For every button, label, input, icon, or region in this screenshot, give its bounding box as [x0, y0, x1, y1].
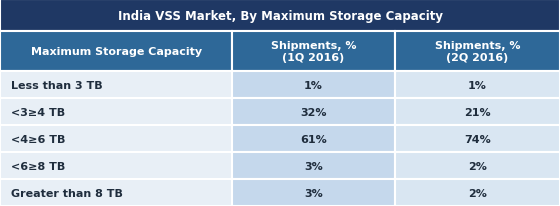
Bar: [395, 152, 560, 179]
Text: 32%: 32%: [300, 107, 327, 117]
Bar: [0, 72, 232, 99]
Bar: [232, 32, 395, 72]
Text: Shipments, %
(1Q 2016): Shipments, % (1Q 2016): [271, 41, 356, 63]
Bar: [0, 152, 232, 179]
Bar: [232, 152, 395, 179]
Text: 3%: 3%: [304, 161, 323, 171]
Bar: [232, 179, 395, 206]
Text: 61%: 61%: [300, 134, 327, 144]
Text: 21%: 21%: [464, 107, 491, 117]
Bar: [395, 32, 560, 72]
Text: Maximum Storage Capacity: Maximum Storage Capacity: [31, 47, 202, 57]
Bar: [395, 126, 560, 152]
Bar: [0, 99, 232, 126]
Text: 1%: 1%: [304, 81, 323, 90]
Text: 3%: 3%: [304, 188, 323, 198]
Bar: [395, 99, 560, 126]
Bar: [232, 72, 395, 99]
Bar: [0, 0, 560, 32]
Bar: [232, 126, 395, 152]
Text: 74%: 74%: [464, 134, 491, 144]
Text: Less than 3 TB: Less than 3 TB: [11, 81, 103, 90]
Text: 2%: 2%: [468, 188, 487, 198]
Text: 2%: 2%: [468, 161, 487, 171]
Text: Shipments, %
(2Q 2016): Shipments, % (2Q 2016): [435, 41, 520, 63]
Bar: [0, 126, 232, 152]
Text: <6≥8 TB: <6≥8 TB: [11, 161, 66, 171]
Text: 1%: 1%: [468, 81, 487, 90]
Text: India VSS Market, By Maximum Storage Capacity: India VSS Market, By Maximum Storage Cap…: [118, 9, 442, 22]
Bar: [0, 32, 232, 72]
Bar: [395, 72, 560, 99]
Text: <3≥4 TB: <3≥4 TB: [11, 107, 66, 117]
Text: Greater than 8 TB: Greater than 8 TB: [11, 188, 123, 198]
Bar: [395, 179, 560, 206]
Bar: [0, 179, 232, 206]
Bar: [232, 99, 395, 126]
Text: <4≥6 TB: <4≥6 TB: [11, 134, 66, 144]
